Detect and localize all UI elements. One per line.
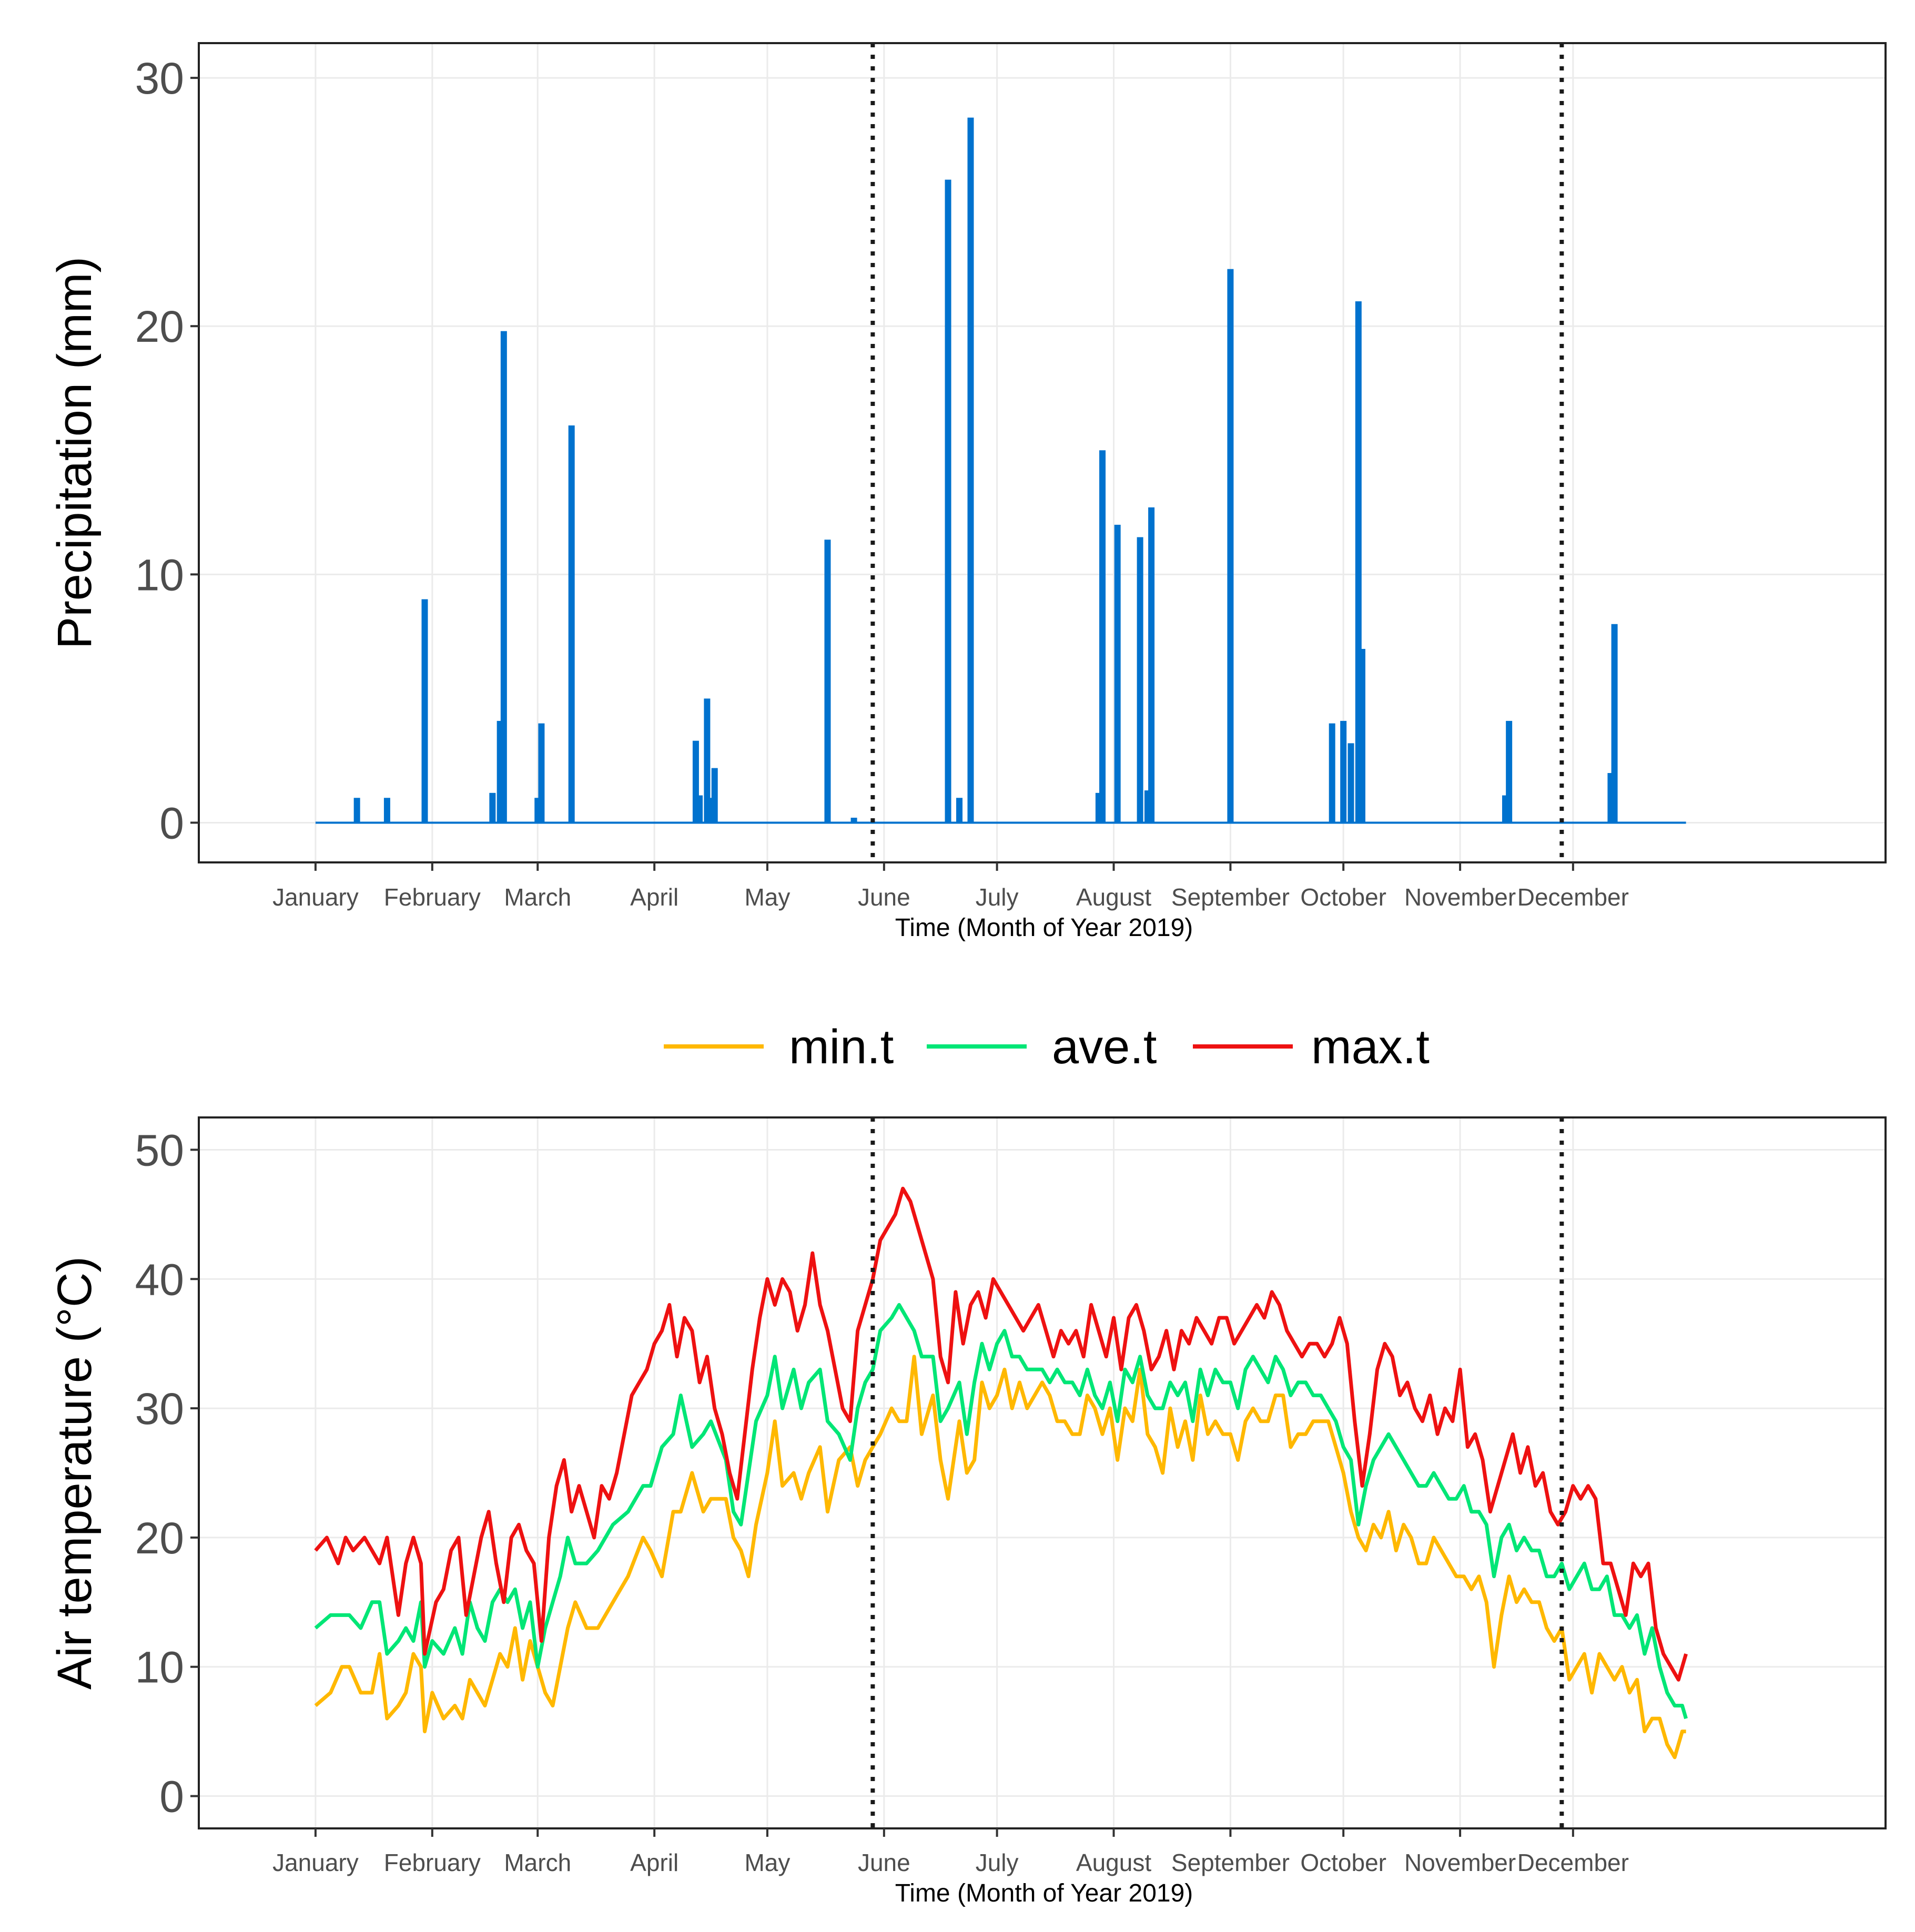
x-tick-label-april: April: [630, 883, 678, 911]
precipitation-panel: 0 10 20 30 January February March April May June J…: [48, 42, 1887, 942]
temperature-panel: 0 10 20 30 40 50 January February March April May J…: [48, 1116, 1887, 1907]
x-tick-label-december: December: [1517, 1849, 1629, 1876]
precipitation-bar-day-30: [421, 599, 428, 823]
precipitation-bar-day-103: [696, 795, 703, 823]
x-tick-label-january: January: [272, 883, 359, 911]
x-tick-label-september: September: [1171, 883, 1290, 911]
y-tick-label-40: 40: [135, 1255, 184, 1304]
y-tick-label-30: 30: [135, 1384, 184, 1433]
x-tick-label-october: October: [1300, 883, 1386, 911]
x-tick-label-january: January: [272, 1849, 359, 1876]
precipitation-bar-day-175: [967, 117, 974, 823]
x-tick-label-february: February: [384, 1849, 481, 1876]
precipitation-bar-day-276: [1347, 743, 1354, 823]
x-axis-title: Time (Month of Year 2019): [895, 914, 1193, 942]
series-line-ave-t: [314, 1303, 1688, 1720]
precipitation-bar-day-271: [1329, 723, 1335, 823]
precipitation-bar-day-220: [1137, 537, 1143, 823]
y-tick-label-50: 50: [135, 1125, 184, 1175]
precipitation-bar-day-61: [538, 723, 545, 823]
precipitation-bar-day-20: [383, 798, 390, 823]
x-axis-title: Time (Month of Year 2019): [895, 1879, 1193, 1907]
y-tick-label-20: 20: [135, 302, 184, 351]
x-tick-label-july: July: [976, 1849, 1019, 1876]
x-tick-label-september: September: [1171, 1849, 1290, 1876]
x-tick-label-october: October: [1300, 1849, 1386, 1876]
plot-area: [315, 117, 1686, 824]
precipitation-bar-day-144: [850, 818, 857, 823]
x-tick-label-july: July: [976, 883, 1019, 911]
precipitation-bar-day-210: [1099, 450, 1106, 823]
precipitation-bar-day-69: [568, 425, 575, 823]
y-tick-label-0: 0: [159, 1772, 184, 1822]
x-tick-label-may: May: [744, 1849, 790, 1876]
x-tick-label-november: November: [1404, 883, 1516, 911]
x-tick-label-december: December: [1517, 883, 1629, 911]
plot-area: [314, 1186, 1688, 1760]
y-tick-label-20: 20: [135, 1513, 184, 1563]
legend-label-min-t: min.t: [789, 1020, 894, 1074]
precipitation-bar-day-279: [1359, 648, 1365, 823]
precipitation-bar-day-137: [824, 540, 831, 823]
precipitation-bar-day-346: [1611, 624, 1618, 823]
precipitation-bar-day-12: [353, 798, 360, 823]
x-tick-label-may: May: [744, 883, 790, 911]
panel-border: [198, 42, 1887, 863]
precipitation-bar-day-172: [956, 798, 963, 823]
x-tick-label-august: August: [1076, 1849, 1151, 1876]
precipitation-bar-day-318: [1506, 720, 1513, 823]
panel-border: [198, 1116, 1887, 1829]
x-tick-label-february: February: [384, 883, 481, 911]
y-axis-title: Air temperature (°C): [48, 1256, 102, 1690]
precipitation-bar-day-51: [500, 331, 507, 823]
y-axis-title: Precipitation (mm): [48, 257, 102, 649]
x-tick-label-april: April: [630, 1849, 678, 1876]
x-tick-label-november: November: [1404, 1849, 1516, 1876]
legend-label-max-t: max.t: [1311, 1020, 1430, 1074]
precipitation-bar-day-244: [1227, 269, 1234, 823]
temperature-legend: min.t ave.t max.t: [664, 1020, 1430, 1074]
y-tick-label-0: 0: [159, 798, 184, 848]
x-tick-label-august: August: [1076, 883, 1151, 911]
x-tick-label-march: March: [504, 883, 571, 911]
series-line-min-t: [314, 1355, 1686, 1760]
precipitation-bar-day-107: [711, 768, 718, 823]
x-tick-label-june: June: [858, 883, 910, 911]
legend-label-ave-t: ave.t: [1052, 1020, 1157, 1074]
y-tick-label-10: 10: [135, 550, 184, 599]
precipitation-bar-day-214: [1114, 524, 1121, 823]
precipitation-bar-day-48: [489, 792, 496, 823]
x-tick-label-march: March: [504, 1849, 571, 1876]
y-tick-label-10: 10: [135, 1643, 184, 1692]
x-tick-label-june: June: [858, 1849, 910, 1876]
precipitation-bar-day-169: [945, 179, 951, 823]
precipitation-bar-day-274: [1340, 720, 1347, 823]
precipitation-bar-day-105: [704, 698, 711, 823]
series-line-max-t: [314, 1186, 1688, 1682]
precipitation-bar-day-223: [1148, 507, 1155, 823]
y-tick-label-30: 30: [135, 54, 184, 103]
